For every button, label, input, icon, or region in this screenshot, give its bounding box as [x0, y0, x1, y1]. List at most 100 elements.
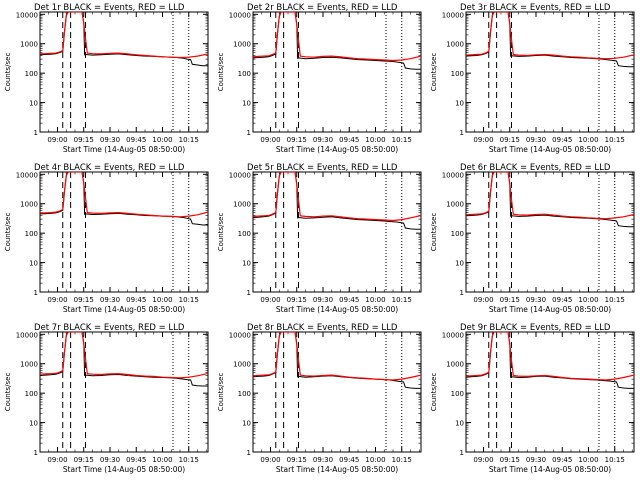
panel-title: Det 7r BLACK = Events, RED = LLD [34, 323, 185, 333]
plot-frame [465, 11, 635, 133]
x-tick-label: 09:00 [473, 456, 493, 464]
y-tick-label: 10 [455, 260, 464, 268]
x-axis-label: Start Time (14-Aug-05 08:50:00) [276, 145, 398, 154]
y-tick-label: 1000 [446, 201, 464, 209]
x-tick-label: 09:00 [260, 136, 280, 144]
x-tick-label: 09:30 [313, 456, 333, 464]
x-axis-label: Start Time (14-Aug-05 08:50:00) [276, 465, 398, 474]
y-tick-label: 1 [247, 449, 251, 457]
y-tick-label: 1 [460, 129, 464, 137]
panel-title: Det 3r BLACK = Events, RED = LLD [460, 3, 611, 13]
y-tick-label: 100 [25, 230, 38, 238]
x-tick-label: 10:15 [605, 296, 625, 304]
series-line-lld [253, 172, 421, 222]
series-line-lld [466, 172, 634, 220]
x-axis-label: Start Time (14-Aug-05 08:50:00) [63, 465, 185, 474]
x-tick-label: 09:15 [287, 136, 307, 144]
x-tick-label: 10:00 [365, 136, 385, 144]
y-tick-label: 10 [29, 100, 38, 108]
y-tick-label: 10000 [16, 171, 38, 179]
y-tick-label: 10000 [16, 331, 38, 339]
y-tick-label: 100 [25, 70, 38, 78]
y-tick-label: 1000 [233, 201, 251, 209]
x-axis-label: Start Time (14-Aug-05 08:50:00) [63, 145, 185, 154]
panel-det-6r: Det 6r BLACK = Events, RED = LLD 1 10 100 10… [430, 163, 635, 314]
series-line-lld [40, 332, 208, 379]
x-axis-label: Start Time (14-Aug-05 08:50:00) [63, 305, 185, 314]
panel-det-8r: Det 8r BLACK = Events, RED = LLD 1 10 100 10… [217, 323, 422, 474]
y-tick-label: 100 [238, 230, 251, 238]
x-tick-label: 09:45 [339, 136, 359, 144]
y-axis-label: Counts/sec [4, 373, 12, 412]
y-tick-label: 100 [238, 70, 251, 78]
series-line-lld [466, 12, 634, 60]
x-tick-label: 09:30 [526, 136, 546, 144]
y-tick-label: 1000 [20, 201, 38, 209]
x-tick-label: 10:00 [152, 456, 172, 464]
x-tick-label: 10:00 [365, 296, 385, 304]
panel-title: Det 5r BLACK = Events, RED = LLD [247, 163, 398, 173]
x-tick-label: 10:00 [152, 136, 172, 144]
x-tick-label: 09:45 [552, 296, 572, 304]
y-axis-label: Counts/sec [217, 213, 225, 252]
panel-title: Det 1r BLACK = Events, RED = LLD [34, 3, 185, 13]
x-tick-label: 09:15 [287, 456, 307, 464]
series-line-lld [253, 332, 421, 381]
x-tick-label: 09:30 [526, 296, 546, 304]
x-tick-label: 09:30 [100, 136, 120, 144]
y-tick-label: 10 [242, 100, 251, 108]
panel-title: Det 8r BLACK = Events, RED = LLD [247, 323, 398, 333]
panel-det-2r: Det 2r BLACK = Events, RED = LLD 1 10 100 10… [217, 3, 422, 154]
x-tick-label: 09:30 [100, 456, 120, 464]
y-tick-label: 100 [451, 390, 464, 398]
y-tick-label: 1000 [233, 41, 251, 49]
x-tick-label: 09:30 [100, 296, 120, 304]
x-tick-label: 09:45 [339, 456, 359, 464]
y-tick-label: 10000 [442, 11, 464, 19]
series-line-lld [40, 12, 208, 59]
x-tick-label: 09:45 [126, 456, 146, 464]
y-tick-label: 10 [455, 100, 464, 108]
y-tick-label: 1 [34, 129, 38, 137]
x-tick-label: 09:15 [74, 296, 94, 304]
y-tick-label: 10000 [229, 11, 251, 19]
x-tick-label: 10:15 [179, 456, 199, 464]
plot-frame [252, 331, 422, 453]
y-tick-label: 100 [25, 390, 38, 398]
series-line-lld [253, 12, 421, 62]
x-tick-label: 09:15 [287, 296, 307, 304]
panel-title: Det 2r BLACK = Events, RED = LLD [247, 3, 398, 13]
y-tick-label: 1 [34, 449, 38, 457]
x-tick-label: 10:15 [605, 136, 625, 144]
panel-det-4r: Det 4r BLACK = Events, RED = LLD 1 10 100 10… [4, 163, 209, 314]
x-axis-label: Start Time (14-Aug-05 08:50:00) [276, 305, 398, 314]
y-tick-label: 1 [34, 289, 38, 297]
y-tick-label: 1 [460, 449, 464, 457]
x-axis-label: Start Time (14-Aug-05 08:50:00) [489, 145, 611, 154]
y-tick-label: 10000 [229, 331, 251, 339]
x-tick-label: 09:00 [47, 456, 67, 464]
x-tick-label: 09:45 [126, 296, 146, 304]
x-tick-label: 09:30 [313, 296, 333, 304]
y-axis-label: Counts/sec [4, 213, 12, 252]
panel-det-3r: Det 3r BLACK = Events, RED = LLD 1 10 100 10… [430, 3, 635, 154]
plot-frame [465, 331, 635, 453]
x-tick-label: 09:45 [552, 136, 572, 144]
y-tick-label: 100 [451, 70, 464, 78]
y-tick-label: 10000 [16, 11, 38, 19]
y-axis-label: Counts/sec [430, 213, 438, 252]
y-tick-label: 1 [460, 289, 464, 297]
panel-title: Det 4r BLACK = Events, RED = LLD [34, 163, 185, 173]
x-tick-label: 09:00 [473, 296, 493, 304]
x-tick-label: 10:15 [179, 136, 199, 144]
x-tick-label: 09:30 [313, 136, 333, 144]
x-tick-label: 10:15 [179, 296, 199, 304]
series-line-lld [466, 332, 634, 381]
y-tick-label: 100 [238, 390, 251, 398]
y-axis-label: Counts/sec [217, 53, 225, 92]
x-tick-label: 10:15 [392, 456, 412, 464]
y-tick-label: 10 [242, 260, 251, 268]
panel-title: Det 6r BLACK = Events, RED = LLD [460, 163, 611, 173]
